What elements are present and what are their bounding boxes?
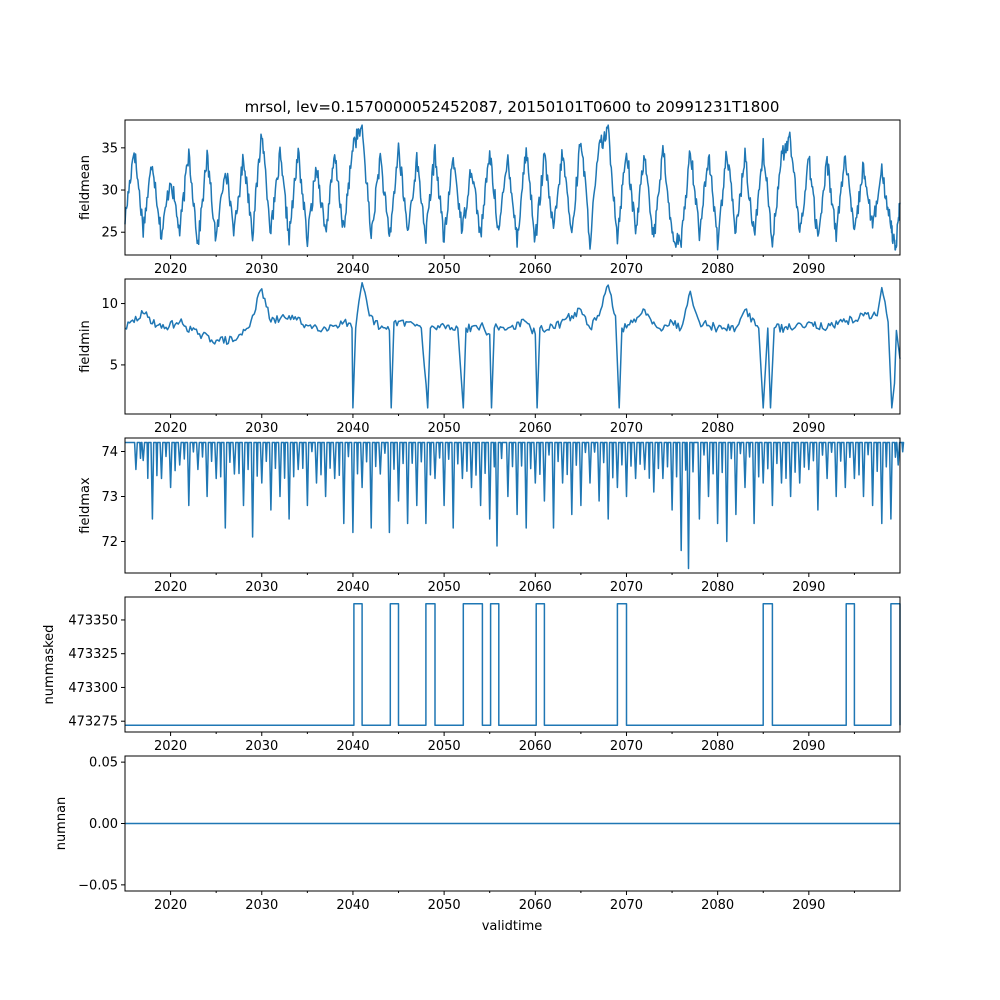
y-tick-label: 473300 <box>68 681 118 696</box>
x-tick-label: 2080 <box>701 898 734 913</box>
y-axis-label: numnan <box>54 797 69 851</box>
x-tick-label: 2080 <box>701 580 734 595</box>
y-tick-label: −0.05 <box>78 878 118 893</box>
x-axis-label: validtime <box>482 919 543 934</box>
x-tick-label: 2090 <box>792 898 825 913</box>
chart-title: mrsol, lev=0.1570000052452087, 20150101T… <box>245 98 780 116</box>
y-tick-label: 30 <box>101 184 118 199</box>
x-tick-label: 2060 <box>519 739 552 754</box>
panel-fieldmean: 25 30 35 2020 2030 2040 2050 2060 2070 2080 2090 fi… <box>78 119 901 277</box>
panel-nummasked: 473275 473300 473325 473350 2020 2030 2040 2050… <box>42 596 901 754</box>
x-tick-label: 2080 <box>701 421 734 436</box>
x-tick-label: 2050 <box>428 262 461 277</box>
x-tick-label: 2070 <box>610 739 643 754</box>
x-tick-label: 2030 <box>245 898 278 913</box>
series-line-fieldmax <box>125 441 905 570</box>
x-tick-label: 2080 <box>701 739 734 754</box>
x-tick-label: 2040 <box>336 898 369 913</box>
x-tick-label: 2060 <box>519 580 552 595</box>
y-tick-label: 0.05 <box>89 756 118 771</box>
subplots: 25 30 35 2020 2030 2040 2050 2060 2070 2080 2090 fi… <box>42 119 905 913</box>
y-axis-label: fieldmax <box>78 477 93 534</box>
x-tick-label: 2090 <box>792 421 825 436</box>
x-tick-label: 2050 <box>428 580 461 595</box>
y-tick-label: 0.00 <box>89 817 118 832</box>
x-tick-label: 2060 <box>519 898 552 913</box>
series-line-fieldmean <box>124 124 901 251</box>
axes-frame <box>124 437 901 574</box>
y-tick-label: 73 <box>101 490 118 505</box>
x-tick-label: 2060 <box>519 421 552 436</box>
x-tick-label: 2070 <box>610 898 643 913</box>
panel-fieldmax: 72 73 74 2020 2030 2040 2050 2060 2070 2080 2090 fi… <box>78 437 905 595</box>
y-tick-label: 25 <box>101 226 118 241</box>
x-tick-label: 2070 <box>610 580 643 595</box>
x-tick-label: 2020 <box>154 580 187 595</box>
y-tick-label: 35 <box>101 141 118 156</box>
x-tick-label: 2040 <box>336 262 369 277</box>
x-tick-label: 2040 <box>336 739 369 754</box>
y-axis-label: fieldmin <box>78 320 93 373</box>
x-tick-label: 2030 <box>245 580 278 595</box>
x-tick-label: 2090 <box>792 739 825 754</box>
x-tick-label: 2050 <box>428 898 461 913</box>
x-tick-label: 2030 <box>245 421 278 436</box>
x-tick-label: 2040 <box>336 580 369 595</box>
panel-numnan: −0.05 0.00 0.05 2020 2030 2040 2050 2060 2070 208… <box>54 755 901 913</box>
y-tick-label: 72 <box>101 535 118 550</box>
x-tick-label: 2050 <box>428 421 461 436</box>
x-tick-label: 2030 <box>245 262 278 277</box>
x-tick-label: 2050 <box>428 739 461 754</box>
x-tick-label: 2070 <box>610 262 643 277</box>
y-tick-label: 473325 <box>68 647 118 662</box>
axes-frame <box>124 119 901 256</box>
y-tick-label: 10 <box>101 297 118 312</box>
y-tick-label: 74 <box>101 445 118 460</box>
x-tick-label: 2090 <box>792 580 825 595</box>
axes-frame <box>124 278 901 415</box>
x-tick-label: 2020 <box>154 739 187 754</box>
x-tick-label: 2020 <box>154 421 187 436</box>
y-tick-label: 5 <box>110 358 118 373</box>
x-tick-label: 2020 <box>154 262 187 277</box>
y-axis-label: nummasked <box>42 625 57 705</box>
x-tick-label: 2030 <box>245 739 278 754</box>
y-axis-label: fieldmean <box>78 155 93 220</box>
panel-fieldmin: 5 10 2020 2030 2040 2050 2060 2070 2080 2090 field… <box>78 278 901 436</box>
y-tick-label: 473350 <box>68 613 118 628</box>
series-line-nummasked <box>125 603 901 727</box>
series-line-fieldmin <box>124 281 901 409</box>
x-tick-label: 2070 <box>610 421 643 436</box>
axes-frame <box>124 596 901 733</box>
y-tick-label: 473275 <box>68 715 118 730</box>
x-tick-label: 2080 <box>701 262 734 277</box>
x-tick-label: 2090 <box>792 262 825 277</box>
x-tick-label: 2060 <box>519 262 552 277</box>
x-tick-label: 2040 <box>336 421 369 436</box>
x-tick-label: 2020 <box>154 898 187 913</box>
